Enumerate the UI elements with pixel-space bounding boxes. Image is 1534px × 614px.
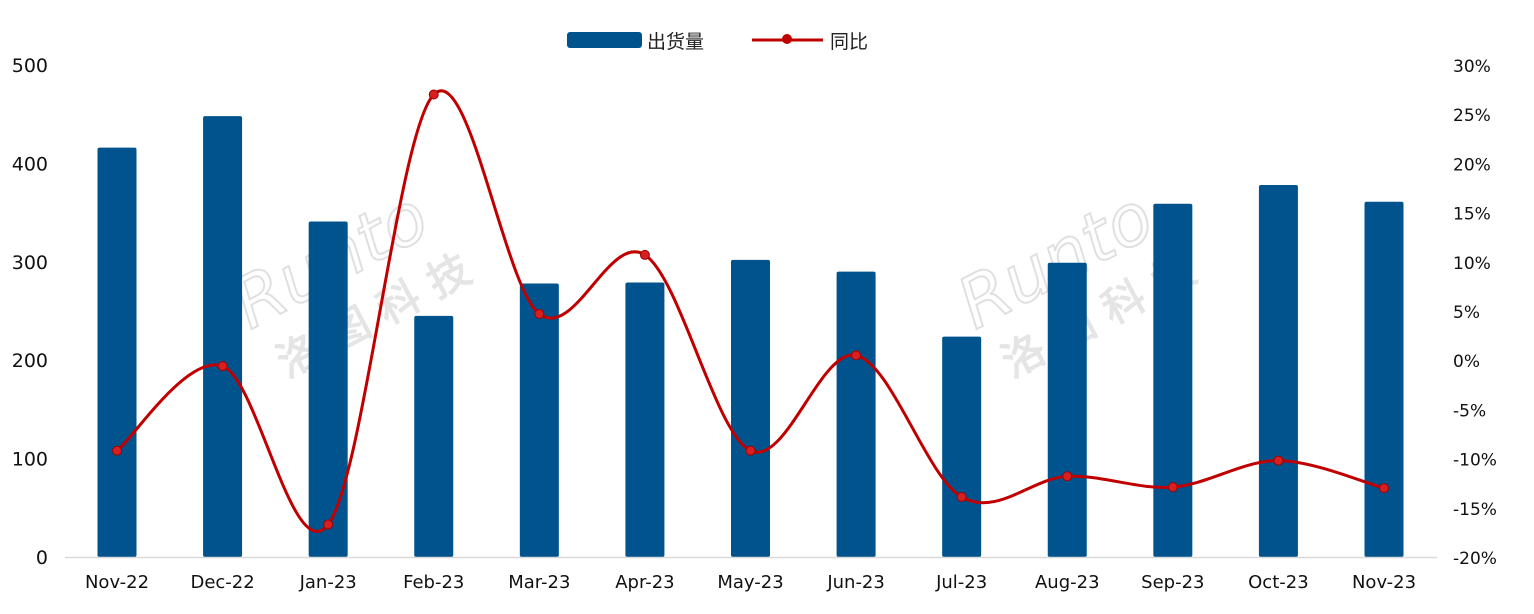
x-tick-label: Nov-22 bbox=[85, 572, 149, 593]
x-tick-label: Feb-23 bbox=[403, 572, 464, 593]
x-tick-label: Aug-23 bbox=[1035, 572, 1100, 593]
x-tick-label: Dec-22 bbox=[190, 572, 254, 593]
left-tick-label: 500 bbox=[12, 55, 48, 77]
bar bbox=[625, 282, 665, 557]
line-point bbox=[1379, 483, 1389, 494]
line-point bbox=[639, 249, 650, 260]
right-tick-label: 0% bbox=[1453, 352, 1480, 372]
bar bbox=[1258, 185, 1298, 557]
x-tick-label: Mar-23 bbox=[508, 572, 570, 593]
bar bbox=[731, 259, 770, 557]
right-tick-label: 25% bbox=[1453, 106, 1491, 126]
right-tick-label: 15% bbox=[1453, 205, 1491, 225]
line-point bbox=[217, 361, 228, 372]
bar bbox=[1153, 203, 1193, 557]
line-point bbox=[428, 89, 439, 100]
bar bbox=[414, 315, 454, 557]
x-tick-label: Apr-23 bbox=[615, 572, 674, 593]
left-axis: 0 100 200 300 400 500 bbox=[12, 55, 48, 569]
bar bbox=[97, 147, 137, 557]
x-tick-label: Nov-23 bbox=[1352, 572, 1416, 593]
legend: 出货量 同比 bbox=[567, 31, 868, 53]
line-points bbox=[112, 89, 1389, 530]
line-point bbox=[851, 350, 862, 361]
bar bbox=[203, 116, 243, 557]
legend-line-label: 同比 bbox=[830, 31, 868, 53]
right-tick-label: -15% bbox=[1453, 500, 1497, 520]
x-tick-label: Jul-23 bbox=[935, 572, 987, 593]
bar bbox=[308, 221, 348, 557]
right-tick-label: 20% bbox=[1453, 155, 1491, 175]
bar bbox=[942, 336, 982, 557]
right-tick-label: -5% bbox=[1453, 401, 1486, 421]
x-tick-label: Jun-23 bbox=[826, 572, 885, 593]
left-tick-label: 200 bbox=[12, 350, 48, 372]
line-point bbox=[1062, 471, 1073, 482]
right-tick-label: 10% bbox=[1453, 254, 1491, 274]
bar bbox=[1047, 262, 1087, 557]
right-axis: -20% -15% -10% -5% 0% 5% 10% 15% 20% 25% 30% bbox=[1453, 57, 1497, 569]
x-tick-label: Jan-23 bbox=[299, 572, 357, 593]
line-point bbox=[956, 491, 967, 502]
bar-series bbox=[97, 116, 1404, 557]
right-tick-label: -20% bbox=[1453, 549, 1497, 569]
line-point bbox=[1167, 482, 1178, 493]
right-tick-label: 5% bbox=[1453, 303, 1480, 323]
line-point bbox=[1273, 455, 1284, 466]
line-point bbox=[112, 445, 122, 456]
line-point bbox=[323, 519, 334, 530]
legend-line-marker bbox=[782, 34, 792, 44]
right-tick-label: -10% bbox=[1453, 451, 1497, 471]
left-tick-label: 400 bbox=[12, 153, 48, 175]
bar bbox=[836, 271, 876, 557]
x-tick-label: May-23 bbox=[717, 572, 783, 593]
left-tick-label: 0 bbox=[36, 547, 48, 569]
left-tick-label: 300 bbox=[12, 252, 48, 274]
right-tick-label: 30% bbox=[1453, 57, 1491, 77]
bar bbox=[519, 283, 559, 557]
line-point bbox=[745, 445, 756, 456]
x-tick-label: Sep-23 bbox=[1141, 572, 1204, 593]
x-tick-label: Oct-23 bbox=[1248, 572, 1309, 593]
legend-bar-label: 出货量 bbox=[647, 31, 704, 53]
x-axis: Nov-22 Dec-22 Jan-23 Feb-23 Mar-23 Apr-23 May-… bbox=[85, 572, 1416, 593]
legend-bar-swatch bbox=[567, 32, 642, 48]
left-tick-label: 100 bbox=[12, 449, 48, 471]
bar bbox=[1364, 201, 1404, 557]
line-point bbox=[534, 308, 545, 319]
